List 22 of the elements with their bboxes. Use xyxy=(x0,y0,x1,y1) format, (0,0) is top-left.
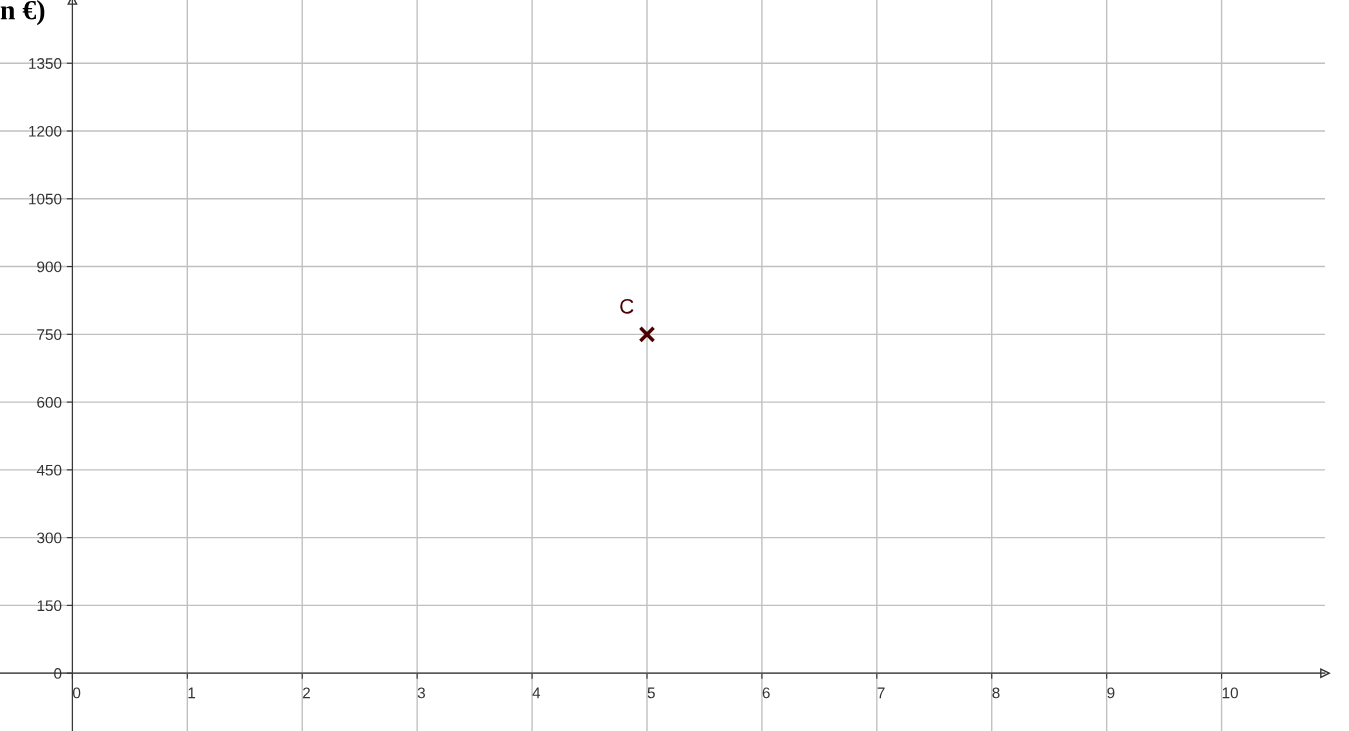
y-tick-label: 1200 xyxy=(29,125,62,137)
x-tick-label: 5 xyxy=(647,687,655,699)
y-tick-label: 750 xyxy=(37,329,62,341)
x-tick-label: 6 xyxy=(762,687,770,699)
x-tick-label: 10 xyxy=(1222,687,1238,699)
y-tick-label: 450 xyxy=(36,464,62,476)
x-tick-label: 8 xyxy=(992,687,1000,699)
y-tick-label: 600 xyxy=(37,396,62,408)
x-tick-label: 7 xyxy=(877,687,885,699)
x-tick-label: 3 xyxy=(417,687,425,699)
y-tick-label: 150 xyxy=(37,600,62,612)
y-tick-label: 300 xyxy=(37,532,62,544)
x-tick-label: 9 xyxy=(1107,687,1115,699)
x-tick-label: 4 xyxy=(532,687,541,699)
y-tick-label: 900 xyxy=(37,261,62,273)
annotation: C xyxy=(620,298,634,314)
x-tick-label: 0 xyxy=(72,687,81,699)
y-tick-label: 1350 xyxy=(29,58,62,69)
y-tick-label: 1050 xyxy=(29,193,62,205)
y-axis-title: n €) xyxy=(0,0,45,26)
x-tick-label: 1 xyxy=(188,687,196,699)
x-tick-label: 2 xyxy=(303,687,310,699)
